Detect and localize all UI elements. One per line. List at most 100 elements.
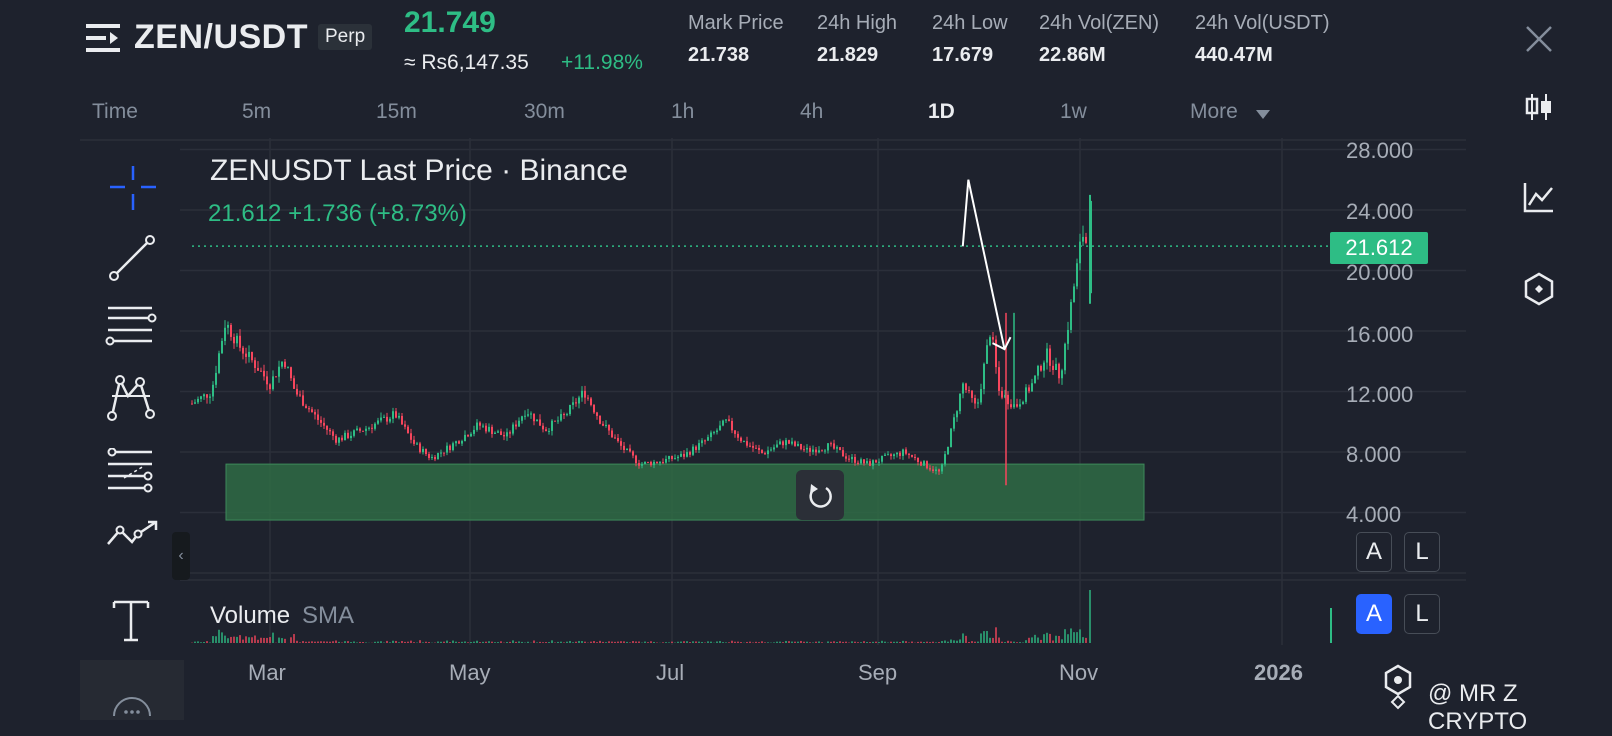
candle-body [761,450,763,453]
toolbar-collapse-handle[interactable]: ‹ [172,532,190,580]
candle-body [794,442,796,446]
candle-body [629,449,631,452]
reset-chart-button[interactable] [796,470,844,520]
trend-line-icon[interactable] [104,234,162,284]
candlestick-chart-icon[interactable] [1522,90,1556,124]
trading-pair-title[interactable]: ZEN/USDT [134,18,308,57]
tab-more[interactable]: More [1190,100,1238,124]
more-tools-button[interactable] [80,660,184,720]
volume-bar [611,642,613,643]
candle-body [350,436,352,438]
candle-body [404,424,406,426]
volume-auto-scale-button[interactable]: A [1356,594,1392,634]
crosshair-icon[interactable] [104,164,162,214]
close-icon[interactable] [1524,24,1554,54]
candle-body [479,423,481,426]
indicator-chart-icon[interactable] [1522,180,1556,214]
candle-body [623,446,625,450]
volume-bar [1070,628,1072,643]
tab-4h[interactable]: 4h [800,100,823,124]
tab-1h[interactable]: 1h [671,100,694,124]
volume-bar [959,639,961,643]
volume-bar [980,633,982,643]
candle-body [806,448,808,450]
volume-bar [560,642,562,643]
stat-24h-vol-base-label: 24h Vol(ZEN) [1039,12,1159,35]
volume-bar [566,642,568,643]
volume-bar [953,640,955,643]
candle-body [407,427,409,434]
candle-body [203,394,205,396]
candle-body [563,414,565,415]
horizontal-lines-icon[interactable] [104,304,162,354]
candle-body [191,404,193,405]
candle-body [1010,404,1012,407]
volume-bar [542,642,544,643]
volume-bar [1330,608,1332,643]
settings-hexagon-icon[interactable] [1522,272,1556,306]
candle-body [314,412,316,414]
path-tool-icon[interactable] [104,520,162,570]
log-scale-button[interactable]: L [1404,532,1440,572]
candle-body [494,433,496,434]
volume-log-scale-button[interactable]: L [1404,594,1440,634]
volume-bar [296,641,298,643]
volume-bar [365,642,367,643]
volume-bar [1031,637,1033,643]
candle-body [1046,349,1048,363]
volume-bar [1028,638,1030,643]
volume-bar [929,642,931,643]
text-tool-icon[interactable] [104,598,162,648]
candle-body [770,449,772,450]
volume-bar [281,638,283,643]
candle-body [260,371,262,372]
watermark-logo-icon [1384,660,1428,712]
candle-body [869,461,871,466]
tab-1w[interactable]: 1w [1060,100,1087,124]
candle-body [719,426,721,431]
auto-scale-button[interactable]: A [1356,532,1392,572]
candle-body [497,431,499,432]
candle-body [710,432,712,437]
tab-30m[interactable]: 30m [524,100,565,124]
tab-5m[interactable]: 5m [242,100,271,124]
volume-bar [1043,634,1045,643]
candle-body [854,457,856,463]
volume-bar [401,641,403,643]
volume-bar [197,641,199,643]
volume-bar [242,640,244,643]
candle-body [275,376,277,377]
candle-body [803,449,805,450]
candle-body [449,446,451,450]
volume-bar [1013,642,1015,643]
tab-1d[interactable]: 1D [928,100,955,124]
volume-bar [290,637,292,643]
volume-bar [755,642,757,643]
volume-bar [437,642,439,643]
tab-15m[interactable]: 15m [376,100,417,124]
volume-bar [950,640,952,643]
x-tick-label: Nov [1059,660,1098,686]
volume-bar [311,641,313,643]
candle-body [884,455,886,456]
menu-icon[interactable] [86,22,120,54]
pattern-tool-icon[interactable] [104,374,162,424]
volume-bar [347,641,349,643]
volume-bar [248,637,250,643]
volume-bar [227,638,229,643]
candle-body [596,412,598,415]
candle-body [617,438,619,441]
candle-body [338,438,340,443]
volume-bar [773,642,775,643]
x-tick-label: Mar [248,660,286,686]
candle-body [668,456,670,459]
candle-body [302,395,304,405]
caret-down-icon[interactable] [1256,110,1270,119]
volume-bar [881,641,883,643]
volume-bar [359,642,361,643]
candle-body [278,367,280,377]
fibonacci-tool-icon[interactable] [104,448,162,498]
candle-body [500,431,502,435]
volume-bar [569,641,571,643]
volume-bar [410,641,412,643]
